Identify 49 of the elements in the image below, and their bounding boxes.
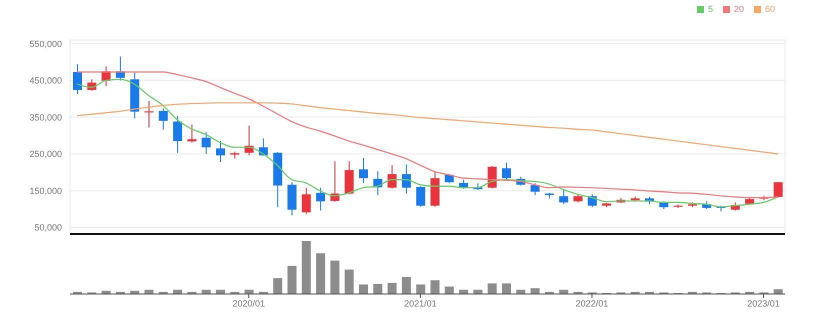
bar bbox=[416, 284, 426, 294]
bar bbox=[530, 288, 540, 294]
bar bbox=[330, 260, 340, 294]
candlestick bbox=[530, 182, 540, 196]
candlestick bbox=[316, 187, 326, 211]
candlestick bbox=[173, 116, 182, 154]
bar bbox=[388, 282, 397, 294]
candlestick bbox=[144, 100, 154, 128]
x-tick-label: 2023/01 bbox=[747, 298, 780, 308]
bar bbox=[302, 241, 311, 294]
x-tick-label: 2022/01 bbox=[576, 298, 608, 308]
y-tick-label: 550,000 bbox=[29, 38, 62, 49]
line-series bbox=[76, 102, 778, 154]
bar bbox=[273, 278, 282, 294]
legend-label: 5 bbox=[708, 4, 713, 14]
candlestick bbox=[559, 189, 568, 205]
candlestick bbox=[187, 124, 196, 144]
candlestick bbox=[302, 187, 311, 214]
bar bbox=[488, 283, 497, 294]
y-tick-label: 250,000 bbox=[29, 149, 62, 160]
legend-label: 20 bbox=[734, 4, 744, 14]
x-tick-label: 2021/01 bbox=[404, 298, 437, 308]
bar bbox=[444, 286, 454, 294]
legend-label: 60 bbox=[764, 4, 775, 14]
candlestick bbox=[416, 186, 426, 208]
candlestick bbox=[388, 164, 397, 189]
candlestick bbox=[359, 157, 368, 184]
candlestick bbox=[344, 160, 354, 195]
x-tick-label: 2020/01 bbox=[232, 298, 266, 308]
bar bbox=[402, 277, 411, 294]
candlestick bbox=[216, 140, 225, 162]
bar bbox=[502, 283, 511, 294]
bar bbox=[288, 266, 296, 294]
candlestick bbox=[502, 162, 511, 180]
candlestick bbox=[774, 181, 783, 198]
bar bbox=[359, 284, 368, 294]
y-tick-label: 50,000 bbox=[34, 222, 62, 233]
bar bbox=[344, 270, 354, 294]
candlestick bbox=[202, 132, 211, 154]
bar bbox=[430, 280, 440, 294]
y-tick-label: 350,000 bbox=[29, 112, 62, 122]
bar bbox=[774, 289, 783, 294]
y-tick-label: 450,000 bbox=[29, 76, 62, 86]
y-tick-label: 150,000 bbox=[29, 186, 62, 196]
bar bbox=[373, 284, 382, 294]
candlestick bbox=[158, 108, 168, 130]
bar bbox=[316, 253, 326, 294]
candlestick bbox=[73, 64, 82, 95]
candlestick bbox=[402, 164, 411, 194]
